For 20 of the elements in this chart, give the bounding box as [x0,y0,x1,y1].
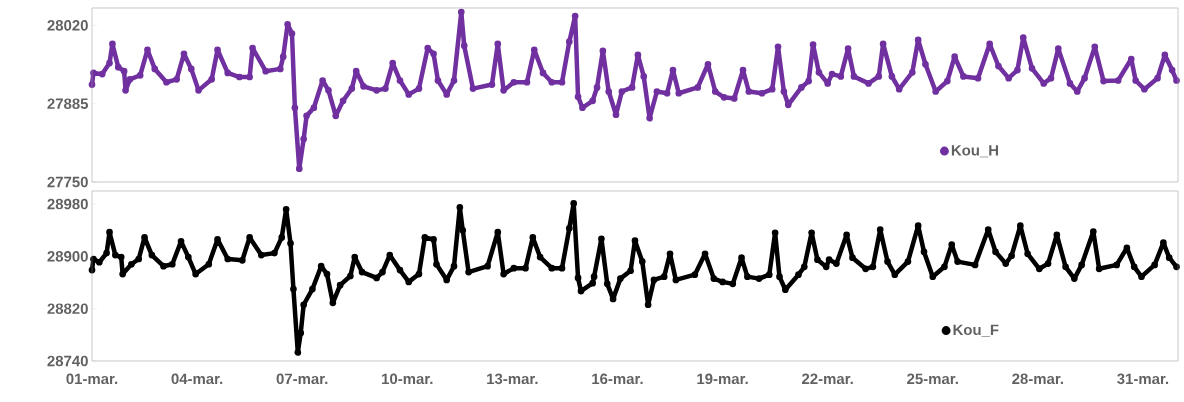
x-tick-label: 10-mar. [382,373,433,385]
x-tick-label: 28-mar. [1012,373,1063,385]
y-tick-label: 27885 [47,98,89,109]
legend-label: Kou_F [953,324,999,337]
x-tick-label: 31-mar. [1117,373,1169,385]
legend-label: Kou_H [951,145,999,158]
y-tick-label: 28020 [47,20,88,31]
y-tick-label: 28820 [47,303,88,314]
x-tick-label: 25-mar. [907,373,958,385]
x-tick-label: 22-mar. [802,373,853,385]
x-tick-label: 07-mar. [276,373,328,385]
x-tick-label: 13-mar. [487,373,538,385]
x-tick-label: 01-mar. [66,373,118,385]
y-tick-label: 28740 [47,355,88,367]
x-tick-label: 19-mar. [697,373,748,385]
y-tick-label: 28900 [47,251,88,262]
x-tick-label: 16-mar. [592,373,643,385]
y-tick-label: 27750 [47,176,88,188]
x-tick-label: 04-mar. [171,373,223,385]
y-tick-label: 28980 [47,198,88,210]
